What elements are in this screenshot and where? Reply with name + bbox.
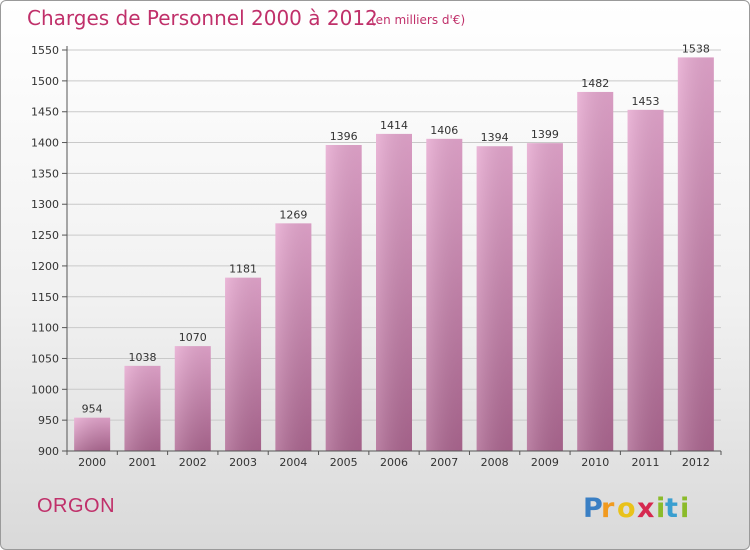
bar-shade: [476, 146, 513, 452]
bar-shade: [325, 145, 362, 451]
x-tick-label: 2005: [330, 456, 358, 469]
x-tick-label: 2009: [531, 456, 559, 469]
y-tick-label: 1150: [31, 291, 59, 304]
chart-title: Charges de Personnel 2000 à 2012: [27, 6, 378, 30]
x-tick-label: 2011: [632, 456, 660, 469]
commune-name: ORGON: [37, 495, 116, 517]
svg-text:P: P: [583, 493, 603, 524]
chart-subtitle: (en milliers d'€): [371, 13, 466, 27]
bar-shade: [275, 223, 312, 451]
y-tick-label: 1300: [31, 198, 59, 211]
x-tick-label: 2010: [581, 456, 609, 469]
y-tick-label: 1400: [31, 137, 59, 150]
data-label: 1482: [581, 77, 609, 90]
y-tick-label: 1100: [31, 322, 59, 335]
data-label: 1453: [632, 95, 660, 108]
x-tick-label: 2002: [179, 456, 207, 469]
x-tick-label: 2003: [229, 456, 257, 469]
proxiti-logo: P r o x i t i: [581, 489, 691, 525]
x-tick-label: 2008: [481, 456, 509, 469]
y-tick-label: 950: [38, 414, 59, 427]
x-tick-label: 2004: [279, 456, 307, 469]
y-tick-label: 1450: [31, 106, 59, 119]
y-tick-label: 900: [38, 445, 59, 458]
y-tick-label: 1250: [31, 229, 59, 242]
bar-shade: [426, 138, 463, 452]
bar-shade: [74, 417, 111, 451]
x-tick-label: 2000: [78, 456, 106, 469]
data-label: 1399: [531, 128, 559, 141]
svg-text:x: x: [637, 493, 654, 524]
bar-shade: [526, 143, 563, 451]
bar-shade: [677, 57, 714, 451]
x-tick-label: 2006: [380, 456, 408, 469]
svg-text:i: i: [656, 493, 665, 524]
y-tick-label: 1000: [31, 383, 59, 396]
y-tick-label: 1550: [31, 44, 59, 57]
svg-text:t: t: [665, 493, 678, 524]
svg-text:r: r: [601, 493, 615, 524]
data-label: 1181: [229, 263, 257, 276]
data-label: 1538: [682, 42, 710, 55]
data-label: 1394: [481, 131, 509, 144]
x-tick-label: 2007: [430, 456, 458, 469]
x-tick-label: 2012: [682, 456, 710, 469]
bar-shade: [627, 109, 664, 451]
svg-text:o: o: [617, 493, 636, 524]
y-tick-label: 1350: [31, 167, 59, 180]
data-label: 1070: [179, 331, 207, 344]
svg-text:i: i: [680, 493, 689, 524]
bar-shade: [225, 277, 262, 451]
data-label: 1414: [380, 119, 408, 132]
x-tick-label: 2001: [128, 456, 156, 469]
bar-shade: [577, 91, 614, 451]
data-label: 1406: [430, 124, 458, 137]
bar-shade: [174, 346, 211, 451]
y-tick-label: 1050: [31, 352, 59, 365]
data-label: 1269: [279, 208, 307, 221]
y-tick-label: 1500: [31, 75, 59, 88]
data-label: 1038: [128, 351, 156, 364]
y-tick-label: 1200: [31, 260, 59, 273]
bar-shade: [124, 365, 161, 451]
data-label: 954: [82, 403, 103, 416]
data-label: 1396: [330, 130, 358, 143]
bar-shade: [376, 133, 412, 451]
